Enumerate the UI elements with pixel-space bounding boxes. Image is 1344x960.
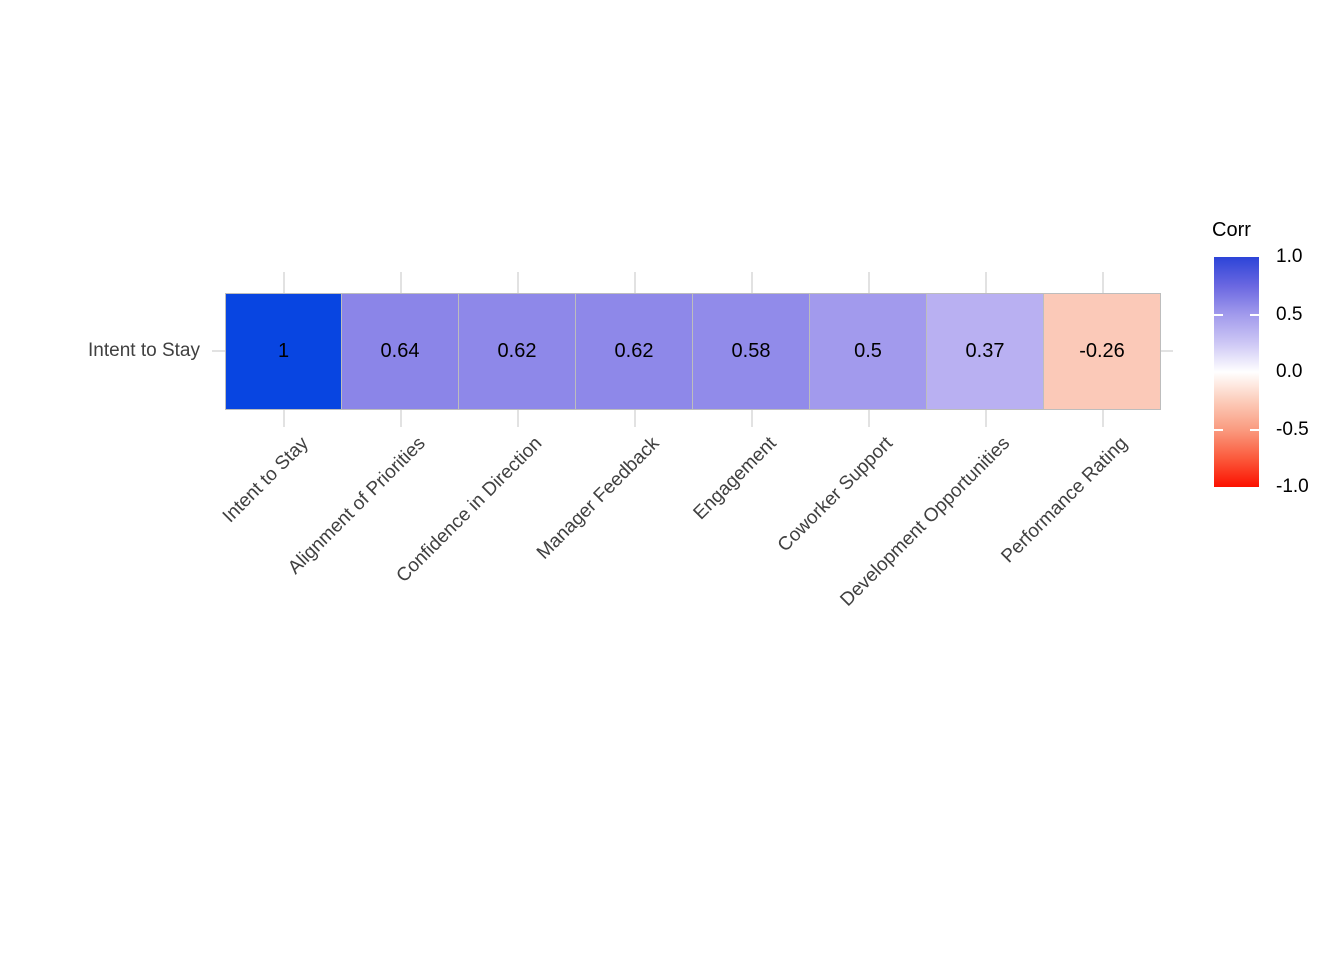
x-axis-label: Engagement <box>689 433 781 525</box>
y-axis-label: Intent to Stay <box>88 340 200 361</box>
legend-colorbar <box>1214 257 1259 487</box>
x-axis-label: Manager Feedback <box>532 433 664 564</box>
heatmap-cell: 0.62 <box>459 293 576 410</box>
heatmap-cell: -0.26 <box>1044 293 1161 410</box>
cell-value-label: 1 <box>277 340 290 362</box>
legend-tick-notch <box>1250 313 1259 316</box>
heatmap-cell: 0.64 <box>342 293 459 410</box>
cell-value-label: 0.37 <box>965 340 1005 362</box>
heatmap-cell: 0.58 <box>693 293 810 410</box>
heatmap-cell: 0.5 <box>810 293 927 410</box>
x-axis-label: Performance Rating <box>997 433 1132 568</box>
legend-tick-notch <box>1214 313 1223 316</box>
cell-value-label: 0.5 <box>854 340 882 362</box>
heatmap-cell: 1 <box>225 293 342 410</box>
cell-value-label: 0.64 <box>380 340 420 362</box>
heatmap-row: 1 0.64 0.62 0.62 0.58 0.5 0.37 -0.26 <box>225 293 1161 410</box>
legend-tick-label: -1.0 <box>1276 476 1309 497</box>
legend-tick-notch <box>1214 428 1223 431</box>
legend-tick-label: 0.5 <box>1276 303 1303 325</box>
legend-tick-notch <box>1250 428 1259 431</box>
legend-title: Corr <box>1212 219 1251 241</box>
x-axis-label: Intent to Stay <box>218 433 313 528</box>
legend-tick-label: 1.0 <box>1276 246 1303 267</box>
heatmap-cell: 0.37 <box>927 293 1044 410</box>
heatmap-cell: 0.62 <box>576 293 693 410</box>
cell-value-label: 0.62 <box>497 340 537 362</box>
cell-value-label: 0.58 <box>731 340 771 362</box>
cell-value-label: 0.62 <box>614 340 654 362</box>
cell-value-label: -0.26 <box>1079 340 1125 362</box>
legend-tick-label: -0.5 <box>1276 418 1309 440</box>
x-axis-label: Coworker Support <box>774 433 898 557</box>
legend-tick-label: 0.0 <box>1276 361 1303 382</box>
